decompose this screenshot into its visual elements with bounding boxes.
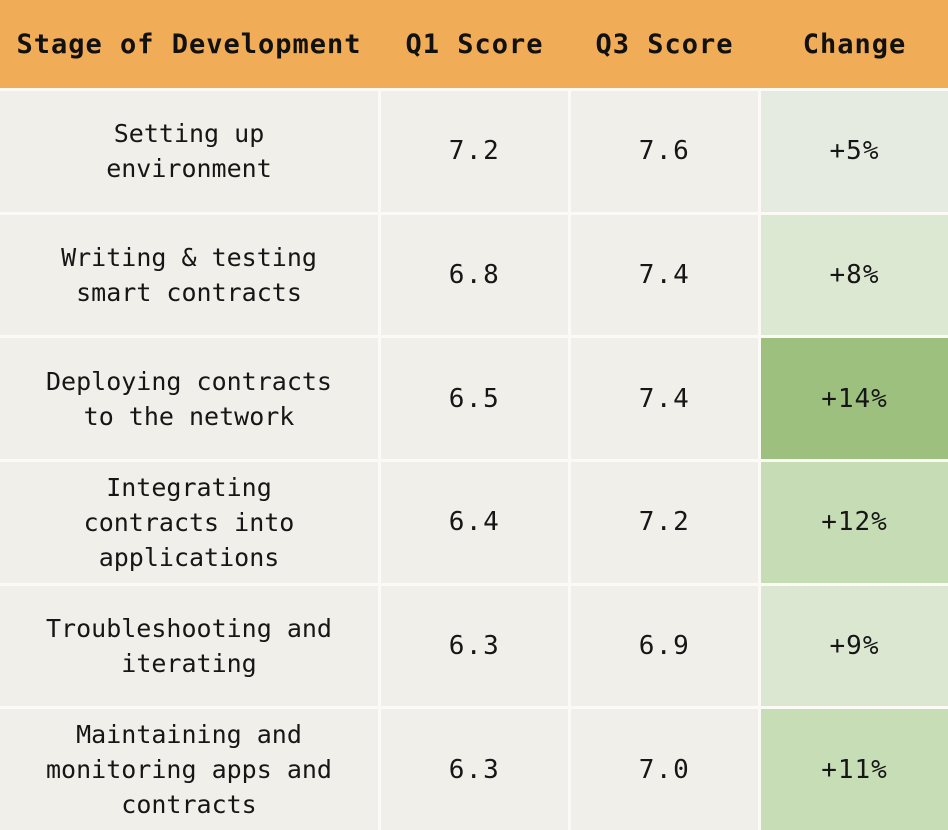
q1-score-cell: 6.5 xyxy=(381,338,568,460)
table-body: Setting up environment 7.2 7.6 +5% Writi… xyxy=(0,91,948,830)
change-cell: +9% xyxy=(761,585,948,707)
q1-score-cell: 6.3 xyxy=(381,709,568,830)
q1-score-cell: 6.3 xyxy=(381,585,568,707)
change-cell: +14% xyxy=(761,338,948,460)
stage-cell: Maintaining and monitoring apps and cont… xyxy=(0,709,378,830)
column-header-q3: Q3 Score xyxy=(595,28,734,60)
q3-score-cell: 7.4 xyxy=(571,214,758,336)
change-cell: +5% xyxy=(761,91,948,212)
q3-score-cell: 7.2 xyxy=(571,462,758,583)
change-cell: +12% xyxy=(761,462,948,583)
q1-score-cell: 6.4 xyxy=(381,462,568,583)
q3-score-cell: 7.4 xyxy=(571,338,758,460)
table-row: Deploying contracts to the network 6.5 7… xyxy=(0,338,948,460)
stage-cell: Integrating contracts into applications xyxy=(0,462,378,583)
q1-score-cell: 7.2 xyxy=(381,91,568,212)
q3-score-cell: 7.0 xyxy=(571,709,758,830)
change-cell: +8% xyxy=(761,214,948,336)
column-header-stage: Stage of Development xyxy=(16,28,362,60)
table-row: Integrating contracts into applications … xyxy=(0,462,948,583)
table-row: Maintaining and monitoring apps and cont… xyxy=(0,709,948,830)
stage-cell: Writing & testing smart contracts xyxy=(0,214,378,336)
q1-score-cell: 6.8 xyxy=(381,214,568,336)
q3-score-cell: 6.9 xyxy=(571,585,758,707)
table-row: Setting up environment 7.2 7.6 +5% xyxy=(0,91,948,212)
q3-score-cell: 7.6 xyxy=(571,91,758,212)
change-cell: +11% xyxy=(761,709,948,830)
table-row: Writing & testing smart contracts 6.8 7.… xyxy=(0,214,948,336)
table-header: Stage of Development Q1 Score Q3 Score C… xyxy=(0,0,948,88)
column-header-q1: Q1 Score xyxy=(405,28,544,60)
stage-cell: Troubleshooting and iterating xyxy=(0,585,378,707)
column-header-change: Change xyxy=(802,28,907,60)
table-row: Troubleshooting and iterating 6.3 6.9 +9… xyxy=(0,585,948,707)
stage-cell: Deploying contracts to the network xyxy=(0,338,378,460)
stage-cell: Setting up environment xyxy=(0,91,378,212)
